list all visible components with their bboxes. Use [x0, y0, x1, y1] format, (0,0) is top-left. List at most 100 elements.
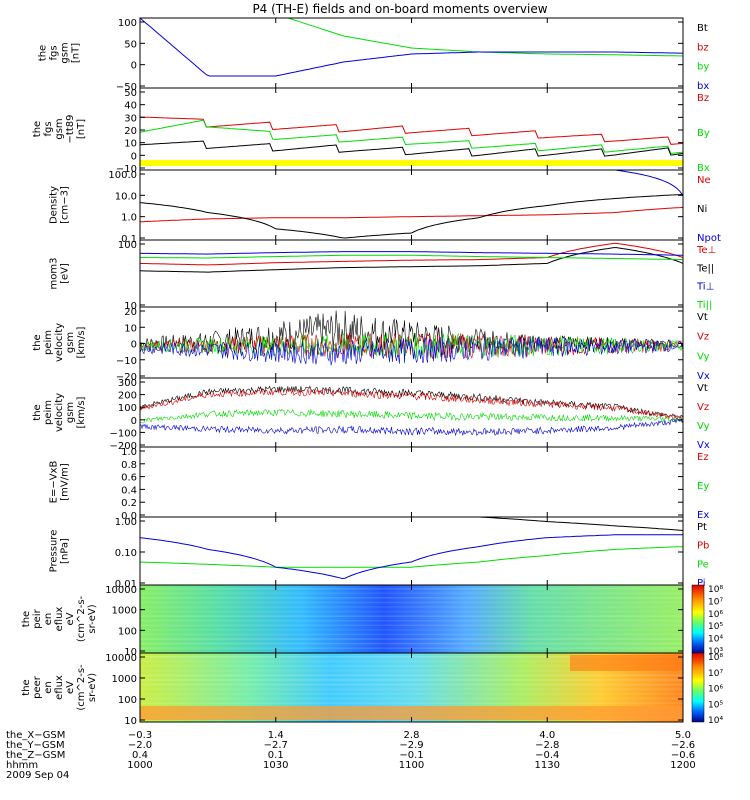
- colorbar: [691, 652, 705, 723]
- y-tick-label: 10: [124, 716, 137, 727]
- y-tick-label: 10: [124, 323, 137, 334]
- legend-entry: Pb: [697, 541, 709, 552]
- series-te-line: [140, 247, 683, 273]
- y-axis-label: peim: [43, 400, 54, 425]
- y-axis-label: the: [32, 121, 43, 137]
- x-row-value: 0.1: [268, 750, 284, 761]
- y-tick-label: 100: [118, 18, 137, 29]
- y-axis-label: velocity: [54, 393, 65, 432]
- y-tick-label: 0: [131, 416, 137, 427]
- x-row-value: 1.4: [268, 730, 284, 741]
- series-group: [140, 517, 683, 580]
- series-te-line: [140, 242, 683, 266]
- legend-entry: Npot: [697, 233, 721, 244]
- y-tick-label: 0: [131, 151, 137, 162]
- y-tick-label: 1.0: [121, 447, 137, 458]
- y-tick-label: 0.0: [121, 511, 137, 522]
- y-tick-label: 20: [124, 307, 137, 318]
- x-row-value: 5.0: [675, 730, 691, 741]
- x-row-value: 1100: [399, 760, 424, 771]
- series-vx-line: [140, 418, 683, 437]
- y-axis-label: fgs: [43, 121, 54, 136]
- y-axis-label: Density: [49, 186, 60, 224]
- y-tick-label: 50: [124, 88, 137, 99]
- y-tick-label: 10000: [105, 653, 137, 664]
- series-ne-line: [140, 206, 683, 223]
- series-bz-line: [140, 116, 683, 145]
- y-tick-label: 1000: [112, 606, 137, 617]
- x-row-value: 2.8: [404, 730, 420, 741]
- y-axis-label: fgs: [49, 45, 60, 60]
- spectrogram-band: [140, 597, 683, 599]
- spectrogram-band: [140, 669, 683, 672]
- series-vz-line: [140, 387, 683, 421]
- y-axis-label: [mV/m]: [60, 463, 71, 501]
- x-row-value: −2.9: [399, 740, 423, 751]
- panel-frame: [139, 516, 684, 586]
- series-ni-line: [140, 193, 683, 239]
- y-tick-label: 10.0: [115, 191, 137, 202]
- y-axis-label: −tt89: [65, 115, 76, 144]
- spectrogram-band: [140, 642, 683, 645]
- legend-entry: Pt: [697, 522, 707, 533]
- spectrogram-band: [140, 665, 683, 667]
- colorbar-tick: 10⁶: [708, 685, 723, 695]
- x-row-value: −0.4: [535, 750, 559, 761]
- panel: 1.00 0.10 0.01 Pressure [nPa] Pt Pb Pe Pi: [49, 516, 709, 590]
- panel-frame: [139, 169, 684, 241]
- legend-entry: Ti⊥: [696, 282, 714, 293]
- legend-entry: Ez: [697, 452, 709, 463]
- y-axis-label: (cm^2-s-: [76, 664, 87, 711]
- y-axis-label: [eV]: [60, 263, 71, 284]
- spectrogram-band: [140, 683, 683, 686]
- y-tick-label: −10: [116, 164, 137, 175]
- series-ti-line: [140, 251, 683, 256]
- y-tick-label: 10: [124, 139, 137, 150]
- x-row-label: the_Z−GSM: [6, 750, 65, 761]
- y-tick-label: 0.4: [121, 485, 137, 496]
- colorbar-tick: 10³: [708, 647, 723, 657]
- legend-entry: Te||: [696, 263, 714, 274]
- y-axis-label: sr-eV): [87, 604, 98, 633]
- panel: 1.0 0.8 0.60.4 0.2 0.0 E=−VxB [mV/m] Ez Ey Ex: [49, 446, 709, 522]
- x-row-value: −2.7: [264, 740, 288, 751]
- flag-bar: [140, 160, 683, 166]
- spectrogram-band: [140, 592, 683, 595]
- spectrogram-band: [140, 679, 683, 681]
- y-axis-label: [nT]: [71, 43, 82, 63]
- x-row-label: the_X−GSM: [6, 730, 65, 741]
- legend-entry: Te⊥: [696, 245, 716, 256]
- legend-entry: Vz: [697, 402, 709, 413]
- y-tick-label: 10: [124, 301, 137, 312]
- legend-entry: By: [697, 128, 710, 139]
- y-axis-label: the: [21, 611, 32, 627]
- spectrogram-band: [140, 601, 683, 604]
- y-axis-label: Pressure: [49, 530, 60, 573]
- y-axis-label: the: [32, 404, 43, 420]
- colorbar: [691, 584, 705, 654]
- colorbar-tick: 10⁴: [708, 716, 723, 726]
- series-group: [140, 310, 683, 366]
- y-tick-label: 100: [118, 403, 137, 414]
- y-tick-label: 0.2: [121, 498, 137, 509]
- x-row-value: −2.8: [535, 740, 559, 751]
- y-axis-label: E=−VxB: [49, 461, 60, 504]
- x-row-value: 0.4: [132, 750, 148, 761]
- y-tick-label: 0.8: [121, 460, 137, 471]
- legend-entry: Ey: [697, 481, 709, 492]
- y-tick-label: 1000: [112, 674, 137, 685]
- panel: 20 10 0 −10 −20 the peim velocity gsm [km/s] Vt Vz V…: [32, 306, 710, 383]
- panel-frame: [139, 446, 684, 518]
- y-axis-label: gsm: [60, 42, 71, 63]
- y-axis-label: eflux: [54, 607, 65, 632]
- x-row-value: −0.6: [671, 750, 695, 761]
- y-tick-label: −50: [116, 82, 137, 93]
- legend-entry: Pe: [697, 559, 709, 570]
- y-tick-label: 0.1: [121, 234, 137, 245]
- y-tick-label: 0.10: [115, 548, 137, 559]
- y-axis-label: the: [32, 334, 43, 350]
- panel: 10⁸ 10⁷ 10⁶ 10⁵ 10⁴ 10000 1000 100 10 the peer en ef…: [21, 652, 723, 727]
- series-bx-line: [140, 140, 683, 157]
